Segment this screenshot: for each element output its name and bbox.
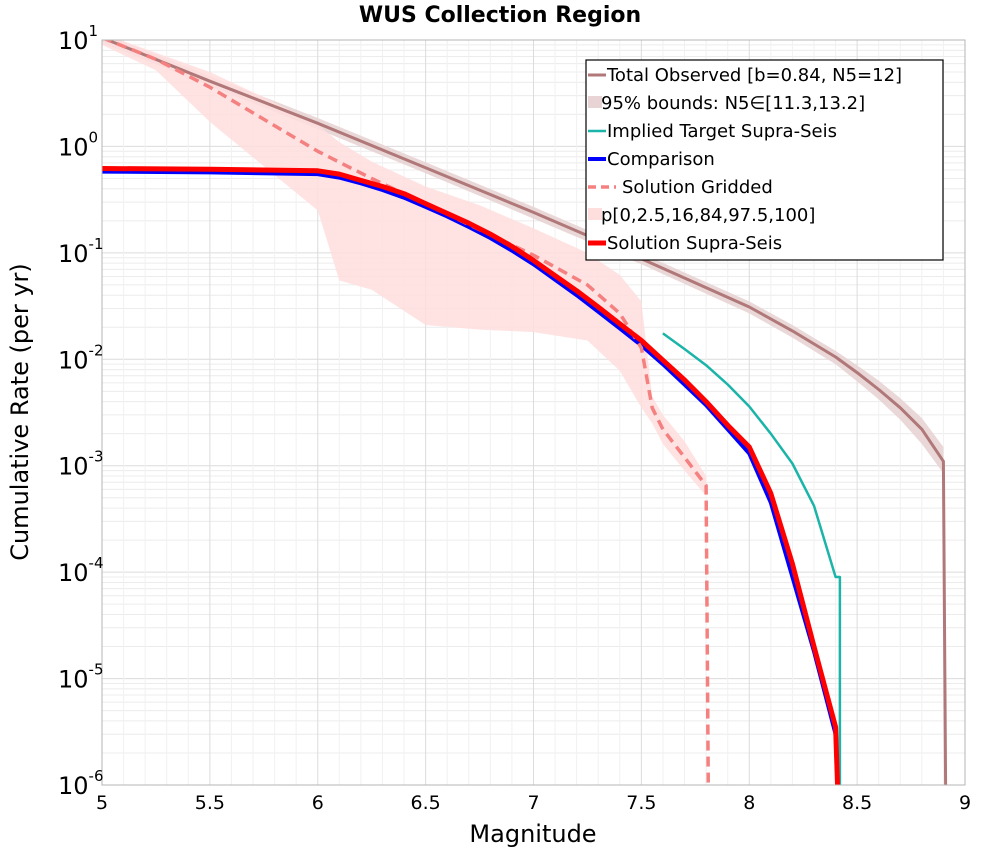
series-line xyxy=(102,169,840,785)
x-tick-label: 5.5 xyxy=(195,792,225,814)
x-tick-label: 5 xyxy=(96,792,108,814)
legend-swatch xyxy=(588,208,602,220)
legend-box xyxy=(585,59,944,261)
x-tick-labels: 5 5.5 6 6.5 7 7.5 8 8.5 9 xyxy=(96,792,971,814)
y-tick-labels: 10-6 10-5 10-4 10-3 10-2 10-1 100 101 xyxy=(58,22,104,800)
x-tick-label: 7 xyxy=(527,792,539,814)
series-line xyxy=(662,332,842,785)
x-tick-label: 6 xyxy=(312,792,324,814)
legend-entry: Total Observed [b=0.84, N5=12] xyxy=(606,65,902,86)
y-tick-label: 100 xyxy=(58,128,98,161)
legend-entry: Solution Supra-Seis xyxy=(607,233,782,254)
y-axis-label: Cumulative Rate (per yr) xyxy=(6,263,34,561)
legend-entry: Comparison xyxy=(607,149,715,170)
x-tick-label: 8 xyxy=(743,792,755,814)
bands xyxy=(102,40,944,496)
series-lines xyxy=(102,40,948,785)
legend-entry: p[0,2.5,16,84,97.5,100] xyxy=(601,205,815,226)
series-line xyxy=(102,166,841,785)
y-tick-label: 10-3 xyxy=(58,448,104,481)
x-tick-label: 8.5 xyxy=(842,792,872,814)
y-tick-label: 101 xyxy=(58,22,98,55)
y-tick-label: 10-2 xyxy=(58,341,104,374)
series-line xyxy=(103,40,711,785)
x-tick-label: 6.5 xyxy=(411,792,441,814)
chart-title: WUS Collection Region xyxy=(359,3,641,28)
x-tick-label: 7.5 xyxy=(626,792,656,814)
legend-entry: Solution Gridded xyxy=(622,177,773,198)
x-tick-label: 9 xyxy=(959,792,971,814)
series-line xyxy=(103,40,948,785)
band-area xyxy=(102,40,707,496)
x-axis-label: Magnitude xyxy=(469,820,596,848)
legend-entry: Implied Target Supra-Seis xyxy=(607,121,837,142)
y-tick-label: 10-6 xyxy=(58,767,104,800)
y-tick-label: 10-4 xyxy=(58,554,104,587)
legend-entry: 95% bounds: N5∈[11.3,13.2] xyxy=(601,93,865,114)
legend-swatch xyxy=(588,96,602,108)
plot-frame xyxy=(101,39,966,786)
y-tick-label: 10-5 xyxy=(58,661,104,694)
y-tick-label: 10-1 xyxy=(58,235,104,268)
legend: Total Observed [b=0.84, N5=12] 95% bounds… xyxy=(585,59,944,261)
